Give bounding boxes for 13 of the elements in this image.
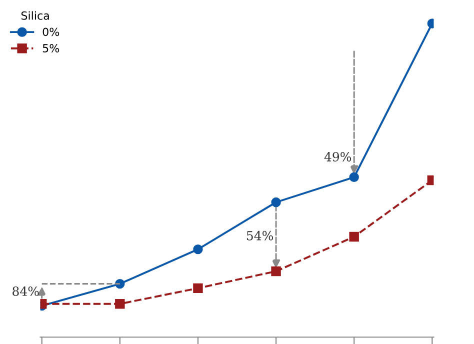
point	[115, 299, 125, 309]
point	[349, 232, 359, 242]
legend-label: 5%	[42, 44, 60, 52]
point	[193, 283, 203, 294]
annotation: 54%	[246, 230, 273, 240]
point	[271, 266, 281, 276]
point	[349, 172, 359, 182]
point	[193, 244, 203, 254]
annotation: 49%	[324, 152, 352, 162]
legend-label: 0%	[42, 28, 60, 36]
text: 84%	[12, 286, 39, 296]
point	[271, 197, 281, 208]
legend-title: Silica	[21, 11, 49, 20]
